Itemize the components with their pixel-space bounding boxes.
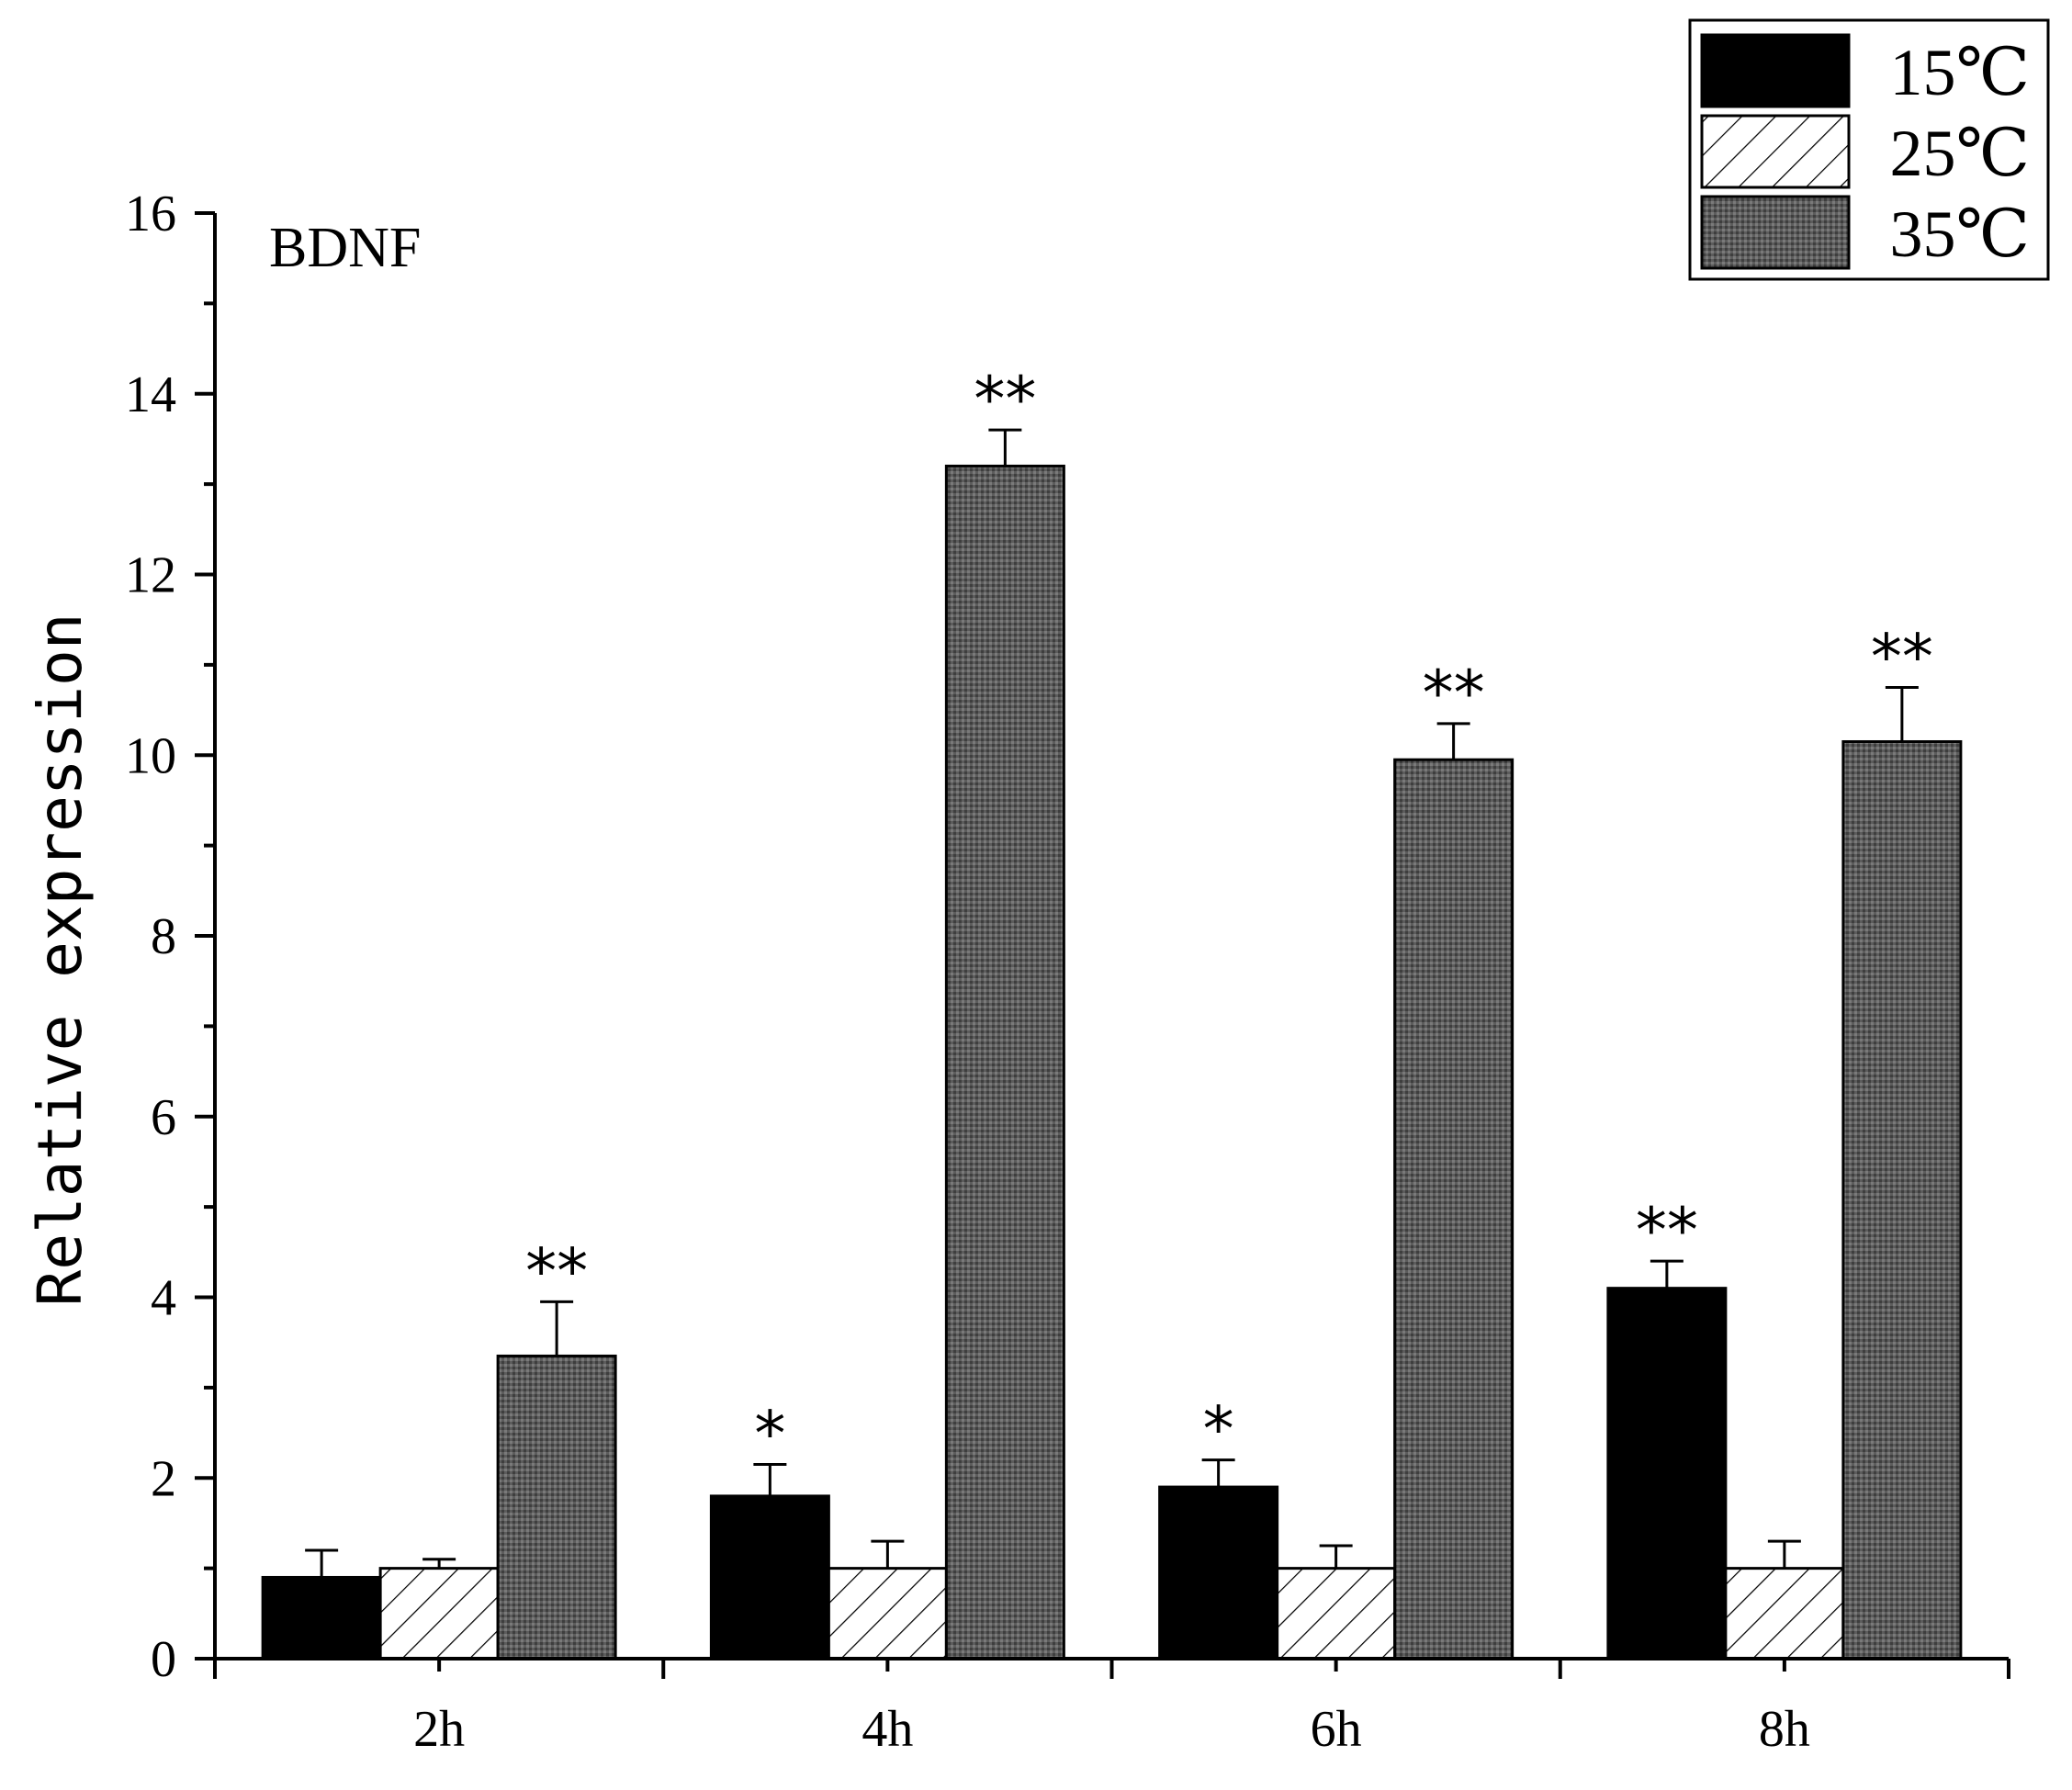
significance-marks: ************: [525, 364, 1933, 1470]
bar: [261, 1575, 382, 1661]
y-tick-label: 2: [151, 1450, 176, 1507]
x-ticks: 2h 4h 6h 8h: [213, 1659, 2010, 1758]
bar: [496, 1354, 617, 1661]
significance-label: **: [525, 1235, 588, 1308]
bars: [261, 464, 1963, 1661]
bar: [827, 1567, 948, 1661]
bar: [709, 1494, 830, 1661]
y-tick-label: 12: [125, 547, 176, 604]
y-tick-label: 14: [125, 366, 176, 423]
y-axis-title: Relative expression: [25, 614, 96, 1307]
x-tick-label: 8h: [1759, 1701, 1810, 1758]
x-tick-label: 2h: [413, 1701, 465, 1758]
bar: [1841, 739, 1963, 1661]
significance-label: **: [1871, 621, 1933, 693]
bar: [1276, 1567, 1397, 1661]
plot-area: ************: [261, 364, 1963, 1661]
y-tick-label: 16: [125, 186, 176, 242]
legend-label: 35℃: [1889, 197, 2030, 271]
significance-label: *: [1203, 1394, 1234, 1467]
significance-label: *: [754, 1398, 785, 1470]
panel-title: BDNF: [269, 217, 421, 279]
bar: [944, 464, 1065, 1661]
bar: [1158, 1485, 1279, 1661]
x-tick-label: 4h: [861, 1701, 913, 1758]
significance-label: **: [1636, 1195, 1698, 1267]
legend-label: 25℃: [1889, 117, 2030, 190]
legend-swatch: [1700, 114, 1851, 189]
bar: [1393, 758, 1515, 1661]
y-ticks: 0 2 4 6 8 10 12 14 16: [125, 186, 215, 1688]
x-tick-label: 6h: [1311, 1701, 1362, 1758]
error-bars: [305, 428, 1919, 1578]
significance-label: **: [974, 364, 1036, 436]
significance-label: **: [1423, 658, 1485, 730]
bar: [1606, 1287, 1728, 1661]
y-tick-label: 6: [151, 1089, 176, 1146]
axes: 0 2 4 6 8 10 12 14 16 2h 4h 6h 8h: [125, 186, 2010, 1758]
bar: [378, 1567, 500, 1661]
bar: [1724, 1567, 1845, 1661]
legend-swatch: [1700, 33, 1851, 108]
legend-label: 15℃: [1889, 36, 2030, 109]
legend: 15℃ 25℃35℃: [1688, 18, 2050, 281]
y-tick-label: 0: [151, 1631, 176, 1688]
y-tick-label: 10: [125, 727, 176, 784]
y-tick-label: 8: [151, 908, 176, 965]
y-tick-label: 4: [151, 1270, 176, 1327]
legend-swatch: [1700, 195, 1851, 270]
